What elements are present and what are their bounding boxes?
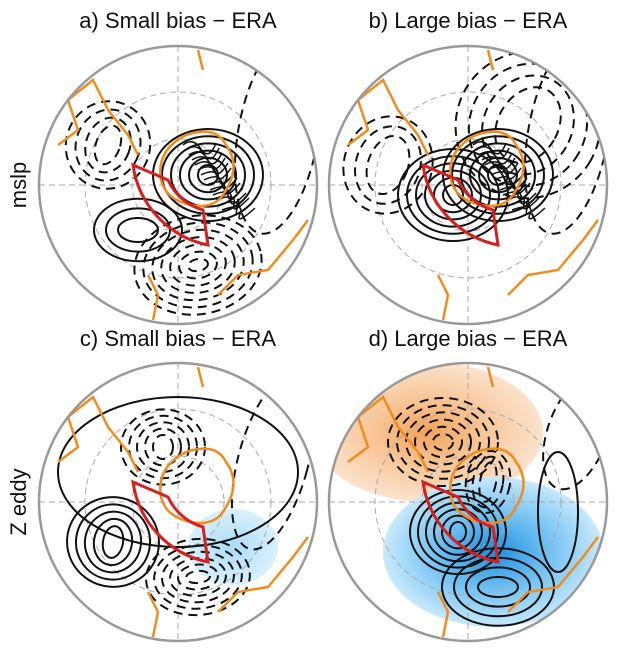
map-panel: [313, 362, 627, 641]
coastline: [58, 80, 138, 155]
dashed-contour: [78, 111, 138, 179]
dashed-contour: [464, 59, 591, 192]
dashed-contour: [187, 257, 209, 272]
map-panel: [329, 25, 627, 324]
coastline: [198, 367, 203, 387]
dashed-contour: [511, 30, 625, 241]
coastline: [198, 50, 203, 70]
dashed-contour: [153, 435, 173, 459]
row-label: mslp: [6, 162, 31, 208]
panel-title: a) Small bias − ERA: [79, 8, 277, 33]
solid-contour: [118, 218, 158, 242]
solid-contour: [90, 516, 135, 568]
dashed-contour: [90, 122, 126, 168]
map-content: [39, 30, 335, 325]
row-label: Z eddy: [6, 468, 31, 535]
panel-title: d) Large bias − ERA: [369, 326, 568, 351]
coastline: [148, 275, 158, 320]
coastline: [438, 275, 448, 320]
figure: a) Small bias − ERA b) Large bias − ERA …: [0, 0, 634, 664]
coastline: [488, 50, 493, 70]
dashed-contour: [129, 416, 197, 478]
map-panel: [39, 30, 335, 325]
dashed-contour: [177, 249, 219, 282]
solid-contour: [162, 136, 254, 214]
dashed-contour: [482, 75, 574, 174]
map-content: [39, 363, 330, 641]
map-content: [313, 362, 627, 641]
coastline: [58, 397, 138, 472]
coastline: [218, 220, 308, 295]
solid-contour: [106, 208, 170, 251]
map-content: [329, 25, 627, 324]
solid-contour: [100, 525, 125, 560]
dashed-contour: [221, 30, 335, 241]
dashed-contour: [167, 240, 229, 290]
map-panel: [39, 363, 330, 641]
panel-title: c) Small bias − ERA: [80, 326, 277, 351]
panel-title: b) Large bias − ERA: [369, 8, 568, 33]
coastline: [508, 220, 598, 295]
